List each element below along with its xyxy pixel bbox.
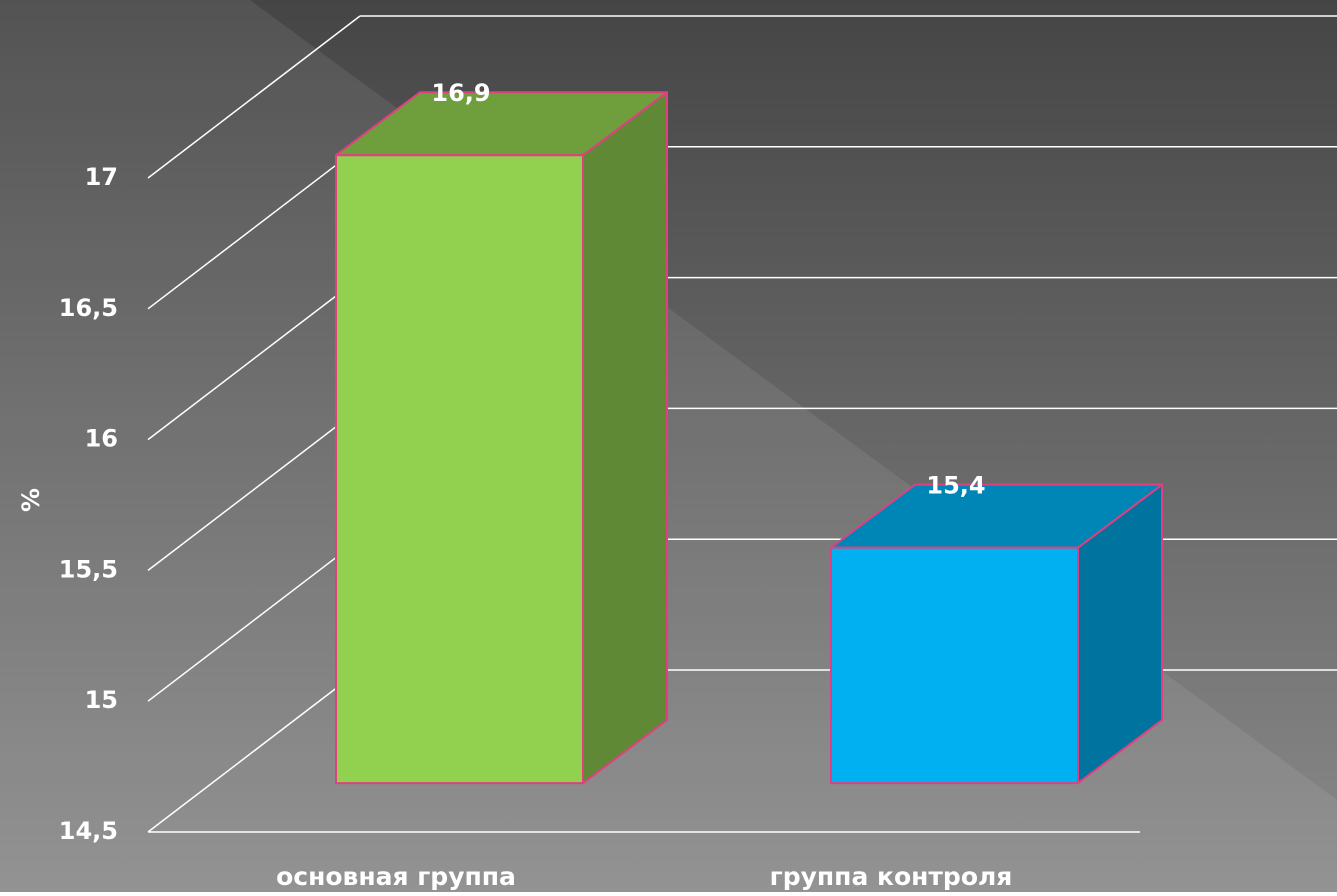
data-label: 15,4 [926,472,985,500]
y-tick-label: 16 [85,425,118,453]
x-tick-label: основная группа [276,862,516,891]
y-tick-label: 14,5 [59,817,118,845]
bar [335,154,584,785]
grid-line-side [147,669,361,833]
bar [830,546,1079,785]
grid-line-side [147,277,361,441]
y-tick-label: 17 [85,163,118,191]
grid-line-side [147,146,361,310]
grid-line-side [147,538,361,702]
y-axis-label: % [17,488,45,512]
y-tick-label: 15 [85,686,118,714]
y-tick-label: 16,5 [59,294,118,322]
x-tick-label: группа контроля [770,862,1013,891]
y-tick-label: 15,5 [59,555,118,583]
grid-line-side [147,15,361,179]
grid-line-side [147,407,361,571]
bar-side [582,91,668,785]
data-label: 16,9 [431,79,490,107]
